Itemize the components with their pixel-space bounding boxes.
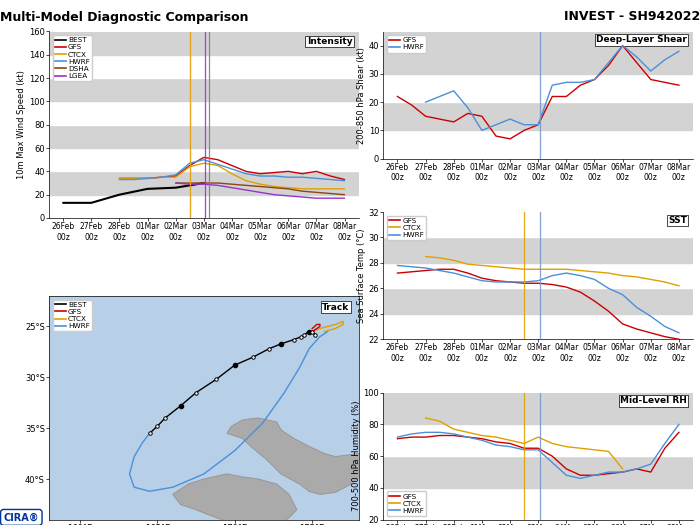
Legend: BEST, GFS, CTCX, HWRF: BEST, GFS, CTCX, HWRF	[52, 300, 92, 331]
Legend: BEST, GFS, CTCX, HWRF, DSHA, LGEA: BEST, GFS, CTCX, HWRF, DSHA, LGEA	[52, 35, 92, 81]
Text: Multi-Model Diagnostic Comparison: Multi-Model Diagnostic Comparison	[0, 10, 248, 24]
Legend: GFS, CTCX, HWRF: GFS, CTCX, HWRF	[387, 491, 426, 516]
Polygon shape	[173, 474, 297, 525]
Bar	[49, 171, 358, 195]
Bar	[384, 74, 693, 102]
Bar	[49, 55, 358, 78]
Bar	[384, 456, 693, 488]
Text: Track: Track	[322, 303, 349, 312]
Bar	[49, 101, 358, 125]
Bar	[49, 32, 358, 55]
Y-axis label: 700-500 hPa Humidity (%): 700-500 hPa Humidity (%)	[351, 401, 360, 511]
Text: Intensity: Intensity	[307, 37, 352, 46]
Legend: GFS, HWRF: GFS, HWRF	[387, 35, 426, 52]
Bar	[49, 148, 358, 171]
Y-axis label: 10m Max Wind Speed (kt): 10m Max Wind Speed (kt)	[18, 70, 26, 179]
Bar	[384, 212, 693, 237]
Bar	[384, 393, 693, 424]
Bar	[384, 288, 693, 314]
Bar	[384, 46, 693, 74]
Legend: GFS, CTCX, HWRF: GFS, CTCX, HWRF	[387, 216, 426, 240]
Bar	[384, 237, 693, 263]
Bar	[49, 125, 358, 148]
Y-axis label: Sea Surface Temp (°C): Sea Surface Temp (°C)	[357, 228, 366, 323]
Bar	[384, 102, 693, 130]
Bar	[384, 130, 693, 159]
Polygon shape	[227, 418, 366, 495]
Bar	[384, 314, 693, 339]
Bar	[49, 78, 358, 101]
Text: SST: SST	[668, 216, 687, 225]
Bar	[384, 488, 693, 520]
Bar	[384, 263, 693, 288]
Text: Mid-Level RH: Mid-Level RH	[620, 396, 687, 405]
Text: Deep-Layer Shear: Deep-Layer Shear	[596, 35, 687, 44]
Bar	[49, 195, 358, 218]
Text: CIRA®: CIRA®	[4, 512, 39, 522]
Text: INVEST - SH942022: INVEST - SH942022	[564, 10, 700, 24]
Y-axis label: 200-850 hPa Shear (kt): 200-850 hPa Shear (kt)	[357, 47, 366, 143]
Bar	[384, 424, 693, 456]
